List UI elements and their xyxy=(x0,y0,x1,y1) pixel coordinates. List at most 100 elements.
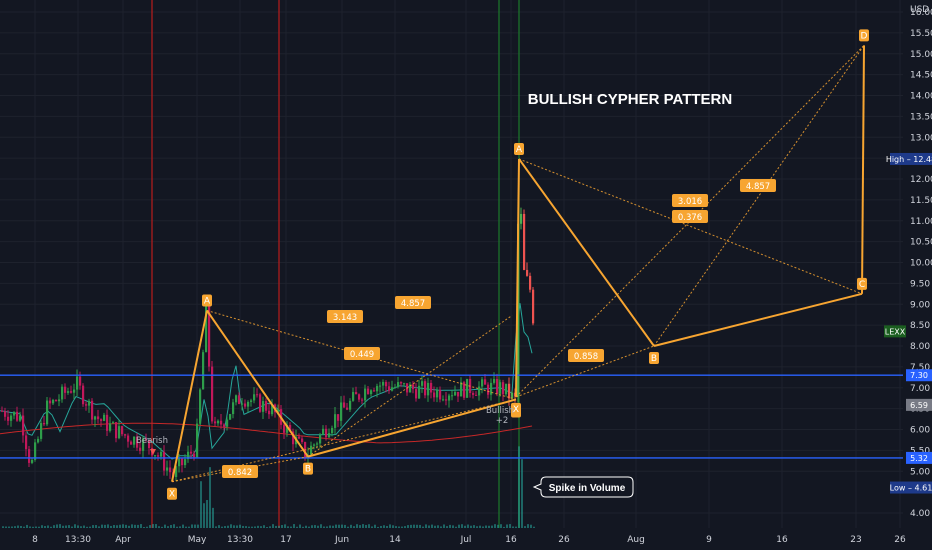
bearish-arrow-icon xyxy=(150,449,156,455)
candle-body xyxy=(46,400,49,425)
x-tick-label: May xyxy=(188,535,207,545)
candle-body xyxy=(415,389,418,399)
volume-bar xyxy=(47,525,49,528)
volume-bar xyxy=(248,526,250,528)
x-tick-label: 13:30 xyxy=(227,535,253,545)
volume-bar xyxy=(209,467,211,528)
volume-bar xyxy=(98,526,100,528)
volume-bar xyxy=(371,526,373,528)
x-tick-label: 13:30 xyxy=(65,535,91,545)
volume-bar xyxy=(518,446,520,528)
ratio-label: 0.376 xyxy=(678,213,702,223)
volume-bar xyxy=(479,525,481,528)
volume-bar xyxy=(398,526,400,528)
volume-bar xyxy=(335,524,337,528)
y-tick-label: 10.00 xyxy=(910,259,932,269)
candle-body xyxy=(4,411,7,417)
y-tick-label: 7.50 xyxy=(910,363,930,373)
ratio-label: 0.858 xyxy=(574,352,598,362)
x-tick-label: 26 xyxy=(558,535,570,545)
candle-body xyxy=(175,466,178,478)
candle-body xyxy=(316,443,319,445)
candle-body xyxy=(433,392,436,398)
candle-body xyxy=(253,394,256,401)
candle-body xyxy=(370,390,373,395)
candle-body xyxy=(34,442,37,460)
volume-bar xyxy=(125,524,127,528)
candle-body xyxy=(403,383,406,385)
candle-body xyxy=(160,451,163,457)
candle-body xyxy=(259,394,262,412)
volume-bar xyxy=(215,526,217,528)
bearish-annotation: Bearish xyxy=(136,436,168,455)
pattern-leg xyxy=(307,398,517,458)
ratio-box xyxy=(327,310,363,323)
candle-body xyxy=(460,382,463,397)
volume-bar xyxy=(338,524,340,528)
volume-bar xyxy=(269,526,271,528)
volume-bar xyxy=(44,526,46,528)
ratio-label: 0.842 xyxy=(228,468,252,478)
volume-bar xyxy=(20,525,22,528)
volume-bar xyxy=(74,524,76,528)
candle-body xyxy=(367,388,370,395)
bullish-label: Bullish xyxy=(486,406,514,416)
point-label: A xyxy=(204,297,211,307)
point-label: X xyxy=(169,490,175,500)
volume-bar xyxy=(200,481,202,528)
volume-bar xyxy=(140,524,142,528)
candle-body xyxy=(187,451,190,460)
y-tick-label: 5.50 xyxy=(910,446,930,456)
candle-body xyxy=(112,422,115,424)
candle-body xyxy=(73,389,76,393)
volume-bar xyxy=(404,526,406,528)
volume-bar xyxy=(170,525,172,528)
point-marker xyxy=(857,277,867,290)
candle-body xyxy=(496,378,499,394)
volume-bar xyxy=(65,525,67,528)
candle-body xyxy=(235,395,238,403)
candlesticks xyxy=(1,207,535,483)
volume-bar xyxy=(533,526,535,528)
candle-body xyxy=(139,447,142,451)
volume-bar xyxy=(53,525,55,528)
volume-bar xyxy=(416,524,418,528)
volume-bar xyxy=(8,526,10,528)
volume-bar xyxy=(410,524,412,528)
candle-body xyxy=(67,391,70,393)
volume-bar xyxy=(359,525,361,528)
volume-bar xyxy=(128,525,130,528)
candle-body xyxy=(325,428,328,438)
candle-body xyxy=(82,385,85,405)
volume-bar xyxy=(272,524,274,528)
volume-bar xyxy=(182,524,184,528)
volume-bar xyxy=(362,524,364,528)
volume-bar xyxy=(83,525,85,528)
candle-body xyxy=(37,438,40,443)
candle-body xyxy=(130,441,133,445)
candle-body xyxy=(19,415,22,421)
volume-bar xyxy=(395,526,397,528)
candle-body xyxy=(205,303,208,353)
ratio-labels: 0.842 3.143 4.857 0.449 0.858 3.016 0.376 4.857 xyxy=(222,179,776,478)
ratio-label: 0.449 xyxy=(350,350,374,360)
ticker-tag-text: LEXX xyxy=(885,327,906,336)
volume-bar xyxy=(527,524,529,528)
volume-bar xyxy=(32,526,34,528)
volume-bar xyxy=(107,524,109,528)
volume-bar xyxy=(89,526,91,528)
volume-bar xyxy=(308,526,310,528)
y-tick-label: 10.50 xyxy=(910,238,932,248)
candle-body xyxy=(526,269,529,276)
candle-body xyxy=(328,433,331,438)
candle-body xyxy=(382,382,385,386)
candle-body xyxy=(454,391,457,396)
point-marker xyxy=(514,142,524,155)
candle-body xyxy=(337,414,340,421)
candle-body xyxy=(22,415,25,436)
time-axis: 8 13:30 Apr May 13:30 17 Jun 14 Jul 16 26 Aug 9 16 23 2… xyxy=(32,535,906,545)
candle-body xyxy=(298,436,301,439)
volume-bar xyxy=(122,524,124,528)
y-tick-label: 14.50 xyxy=(910,71,932,81)
